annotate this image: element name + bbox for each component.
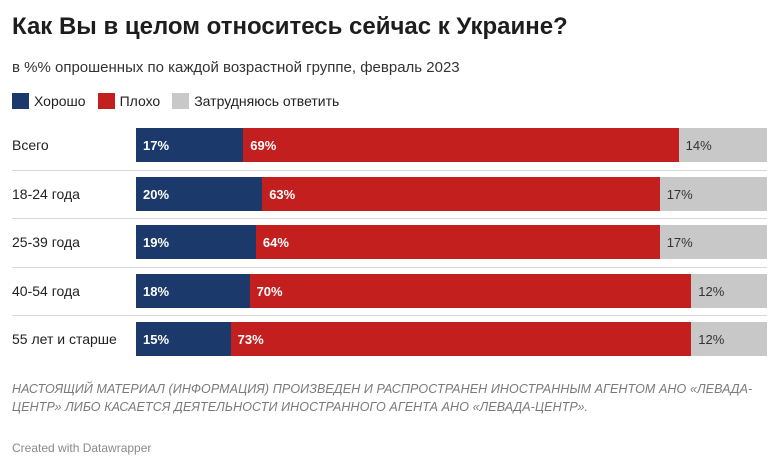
value-label: 12% — [698, 331, 725, 347]
legend-swatch-good — [12, 93, 29, 109]
legend-label-good: Хорошо — [34, 93, 86, 109]
row-divider — [12, 218, 767, 219]
row-label: 18-24 года — [12, 186, 80, 202]
bar-segment-good: 18% — [136, 274, 250, 308]
legend-swatch-bad — [97, 93, 115, 109]
legend-item-bad: Плохо — [97, 93, 161, 109]
row-label: 40-54 года — [12, 283, 80, 299]
value-label: 64% — [262, 234, 289, 250]
value-label: 73% — [237, 331, 264, 347]
bar-segment-unsure: 17% — [659, 177, 767, 211]
value-label: 12% — [698, 283, 725, 299]
bar-segment-good: 15% — [136, 322, 231, 356]
datawrapper-credit: Created with Datawrapper — [12, 441, 152, 455]
bar-segment-good: 19% — [136, 225, 256, 259]
bar-segment-unsure: 12% — [691, 322, 767, 356]
bar-row: 17% 69% 14% — [136, 128, 767, 162]
bar-segment-bad: 73% — [230, 322, 692, 356]
row-divider — [12, 170, 767, 171]
row-label: 25-39 года — [12, 234, 80, 250]
row-divider — [12, 315, 767, 316]
value-label: 63% — [269, 186, 296, 202]
value-label: 17% — [666, 234, 693, 250]
bar-segment-bad: 69% — [243, 128, 679, 162]
bar-segment-good: 20% — [136, 177, 263, 211]
bar-segment-bad: 63% — [262, 177, 660, 211]
value-label: 18% — [143, 283, 170, 299]
legend-item-good: Хорошо — [12, 93, 86, 109]
bar-segment-unsure: 12% — [691, 274, 767, 308]
bar-row: 18% 70% 12% — [136, 274, 767, 308]
legend-label-unsure: Затрудняюсь ответить — [194, 93, 340, 109]
value-label: 19% — [143, 234, 170, 250]
chart-subtitle: в %% опрошенных по каждой возрастной гру… — [12, 59, 460, 76]
bar-row: 20% 63% 17% — [136, 177, 767, 211]
value-label: 20% — [143, 186, 170, 202]
value-label: 17% — [666, 186, 693, 202]
legend-label-bad: Плохо — [119, 93, 161, 109]
value-label: 17% — [143, 137, 170, 153]
bar-segment-bad: 70% — [249, 274, 692, 308]
bar-segment-unsure: 14% — [678, 128, 767, 162]
chart-title: Как Вы в целом относитесь сейчас к Украи… — [12, 13, 568, 40]
legend-swatch-unsure — [172, 93, 190, 109]
value-label: 15% — [143, 331, 170, 347]
bar-segment-good: 17% — [136, 128, 244, 162]
value-label: 70% — [256, 283, 283, 299]
row-label: 55 лет и старше — [12, 331, 117, 347]
row-divider — [12, 267, 767, 268]
legend-item-unsure: Затрудняюсь ответить — [172, 93, 339, 109]
legend: Хорошо Плохо Затрудняюсь ответить — [12, 93, 351, 109]
row-label: Всего — [12, 137, 49, 153]
foreign-agent-disclaimer: НАСТОЯЩИЙ МАТЕРИАЛ (ИНФОРМАЦИЯ) ПРОИЗВЕД… — [12, 382, 753, 414]
value-label: 14% — [685, 137, 712, 153]
bar-segment-bad: 64% — [255, 225, 660, 259]
bar-row: 15% 73% 12% — [136, 322, 767, 356]
bar-row: 19% 64% 17% — [136, 225, 767, 259]
value-label: 69% — [250, 137, 277, 153]
bar-segment-unsure: 17% — [659, 225, 767, 259]
